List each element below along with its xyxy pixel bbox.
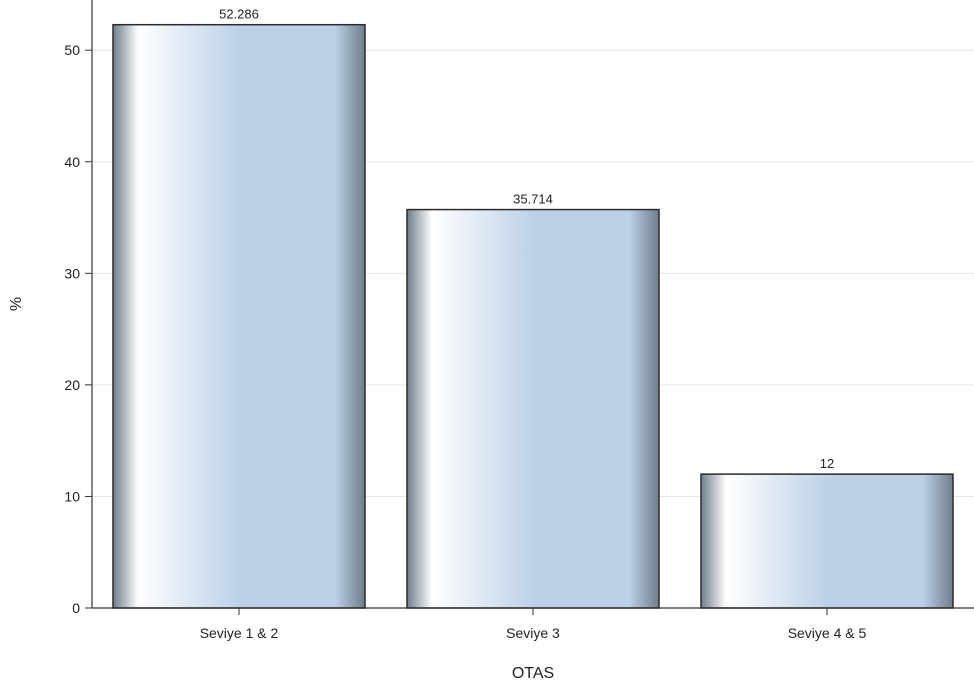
x-tick-label: Seviye 3 [506, 625, 560, 641]
x-axis-title: OTAS [512, 665, 554, 682]
x-tick-label: Seviye 4 & 5 [788, 625, 867, 641]
data-labels: 52.286 35.714 12 [219, 7, 834, 471]
x-tick-label: Seviye 1 & 2 [200, 625, 279, 641]
y-tick-label: 10 [64, 488, 80, 504]
bar [112, 23, 366, 609]
y-tick-label: 30 [64, 265, 80, 281]
y-tick-label: 50 [64, 42, 80, 58]
y-axis-ticks: 0 10 20 30 40 50 [64, 42, 92, 616]
x-axis-ticks: Seviye 1 & 2 Seviye 3 Seviye 4 & 5 [200, 608, 867, 641]
y-tick-label: 0 [72, 600, 80, 616]
y-tick-label: 40 [64, 154, 80, 170]
data-label: 12 [820, 456, 834, 471]
data-label: 52.286 [219, 7, 259, 22]
bar [700, 473, 954, 609]
y-axis-title: % [8, 297, 25, 311]
bars [112, 23, 954, 609]
bar [406, 208, 660, 609]
data-label: 35.714 [513, 192, 553, 207]
y-tick-label: 20 [64, 377, 80, 393]
